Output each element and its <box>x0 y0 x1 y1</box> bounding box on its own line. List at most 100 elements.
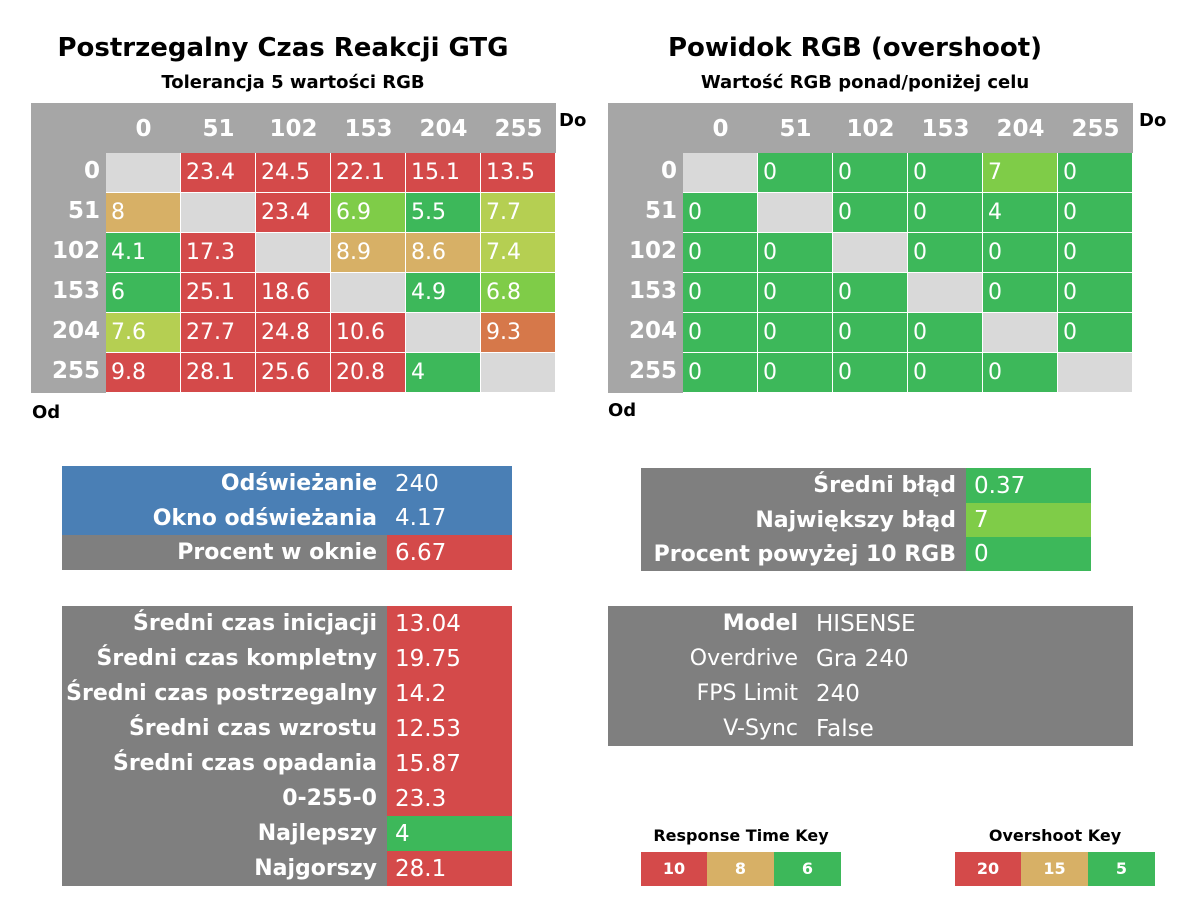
overshoot-cell: 0 <box>1058 153 1133 193</box>
response-time-cell: 17.3 <box>181 233 256 273</box>
response-time-cell: 20.8 <box>331 353 406 393</box>
response-time-cell: 22.1 <box>331 153 406 193</box>
error-panel: Średni błąd 0.37 Największy błąd 7 Proce… <box>641 468 1091 571</box>
settings-value: False <box>816 715 874 742</box>
response-time-cell: 4.1 <box>106 233 181 273</box>
percent-in-window-row: Procent w oknie 6.67 <box>62 535 512 570</box>
overshoot-row-header: 51 <box>644 198 677 224</box>
response-time-cell: 27.7 <box>181 313 256 353</box>
response-key-cell: 6 <box>774 852 841 886</box>
response-time-col-header: 204 <box>419 116 468 142</box>
response-time-cell <box>106 153 181 193</box>
response-time-row-header: 102 <box>51 238 100 264</box>
refresh-row: Odświeżanie 240 <box>62 466 512 501</box>
left-heatmap: 0 51 102 153 204 255 0 51 102 153 204 255 23.4 24.5 22… <box>31 103 556 393</box>
stats-row: Średni czas kompletny 19.75 <box>62 641 512 676</box>
overshoot-col-header: 0 <box>712 116 729 142</box>
response-time-cell: 10.6 <box>331 313 406 353</box>
overshoot-cell: 0 <box>833 353 908 393</box>
settings-row: V-Sync False <box>608 711 1133 746</box>
overshoot-cell: 0 <box>908 353 983 393</box>
overshoot-key-cell: 5 <box>1088 852 1155 886</box>
response-key: 10 8 6 <box>641 852 841 886</box>
stats-value: 14.2 <box>387 676 512 711</box>
left-to-label: Do <box>559 110 587 131</box>
overshoot-cell: 0 <box>833 193 908 233</box>
left-chart-title: Postrzegalny Czas Reakcji GTG <box>57 33 509 63</box>
response-time-cell: 24.8 <box>256 313 331 353</box>
response-time-cell: 18.6 <box>256 273 331 313</box>
overshoot-cell: 0 <box>1058 313 1133 353</box>
response-time-cell: 23.4 <box>181 153 256 193</box>
max-error-row: Największy błąd 7 <box>641 503 1091 537</box>
response-time-cell: 23.4 <box>256 193 331 233</box>
avg-error-row: Średni błąd 0.37 <box>641 468 1091 503</box>
right-to-label: Do <box>1139 110 1167 131</box>
right-from-label: Od <box>608 400 637 421</box>
overshoot-cell <box>683 153 758 193</box>
refresh-label: Odświeżanie <box>62 466 387 501</box>
response-time-col-header: 0 <box>135 116 152 142</box>
stats-label: 0-255-0 <box>282 786 377 811</box>
overshoot-cell: 0 <box>1058 233 1133 273</box>
right-heatmap: 0 51 102 153 204 255 0 51 102 153 204 255 0 0 0 7 0 0 0 0 4 0… <box>608 103 1133 393</box>
avg-error-label: Średni błąd <box>641 468 966 503</box>
settings-panel: Model HISENSE Overdrive Gra 240 FPS Limit 240… <box>608 606 1133 746</box>
overshoot-cell: 0 <box>833 273 908 313</box>
response-time-cell: 6.9 <box>331 193 406 233</box>
overshoot-cell: 7 <box>983 153 1058 193</box>
response-time-col-header: 51 <box>202 116 235 142</box>
settings-label: Model <box>722 611 798 636</box>
overshoot-row-header: 204 <box>628 318 677 344</box>
settings-label: FPS Limit <box>696 681 798 706</box>
percent-in-window-label: Procent w oknie <box>62 535 387 570</box>
overshoot-cell: 0 <box>683 193 758 233</box>
stats-label: Najlepszy <box>257 821 377 846</box>
response-time-cell: 4 <box>406 353 481 393</box>
stats-row: Najlepszy 4 <box>62 816 512 851</box>
response-time-cell: 7.6 <box>106 313 181 353</box>
response-time-cell: 8 <box>106 193 181 233</box>
overshoot-row-header: 102 <box>628 238 677 264</box>
overshoot-cell: 0 <box>908 193 983 233</box>
overshoot-cell: 0 <box>983 273 1058 313</box>
response-time-cell: 5.5 <box>406 193 481 233</box>
overshoot-cell: 0 <box>758 233 833 273</box>
overshoot-cell <box>1058 353 1133 393</box>
overshoot-cell <box>833 233 908 273</box>
overshoot-cell: 0 <box>683 233 758 273</box>
response-time-cell: 8.9 <box>331 233 406 273</box>
response-key-cell: 8 <box>707 852 774 886</box>
response-time-cell <box>256 233 331 273</box>
overshoot-cell: 0 <box>983 353 1058 393</box>
stats-row: Najgorszy 28.1 <box>62 851 512 886</box>
overshoot-cell: 0 <box>758 353 833 393</box>
overshoot-cell <box>908 273 983 313</box>
settings-value: Gra 240 <box>816 645 909 672</box>
overshoot-cell: 0 <box>1058 193 1133 233</box>
left-from-label: Od <box>32 402 61 423</box>
overshoot-cell: 0 <box>758 273 833 313</box>
response-time-cell: 13.5 <box>481 153 556 193</box>
response-time-cell <box>331 273 406 313</box>
percent-in-window-value: 6.67 <box>387 535 512 570</box>
response-time-row-header: 0 <box>83 158 100 184</box>
stats-label: Średni czas opadania <box>112 751 377 776</box>
stats-label: Średni czas postrzegalny <box>66 681 377 706</box>
response-key-cell: 10 <box>641 852 707 886</box>
stats-label: Średni czas wzrostu <box>128 716 377 741</box>
stats-value: 28.1 <box>387 851 512 886</box>
overshoot-cell: 0 <box>908 233 983 273</box>
response-time-cell: 28.1 <box>181 353 256 393</box>
stats-row: Średni czas postrzegalny 14.2 <box>62 676 512 711</box>
overshoot-cell: 0 <box>983 233 1058 273</box>
stats-value: 23.3 <box>387 781 512 816</box>
settings-label: Overdrive <box>689 646 798 671</box>
refresh-panel: Odświeżanie 240 Okno odświeżania 4.17 Pr… <box>62 466 512 570</box>
response-time-cell: 9.8 <box>106 353 181 393</box>
left-chart-subtitle: Tolerancja 5 wartości RGB <box>161 72 425 93</box>
settings-row: Overdrive Gra 240 <box>608 641 1133 676</box>
overshoot-cell: 4 <box>983 193 1058 233</box>
response-time-row-header: 51 <box>67 198 100 224</box>
overshoot-cell: 0 <box>758 153 833 193</box>
